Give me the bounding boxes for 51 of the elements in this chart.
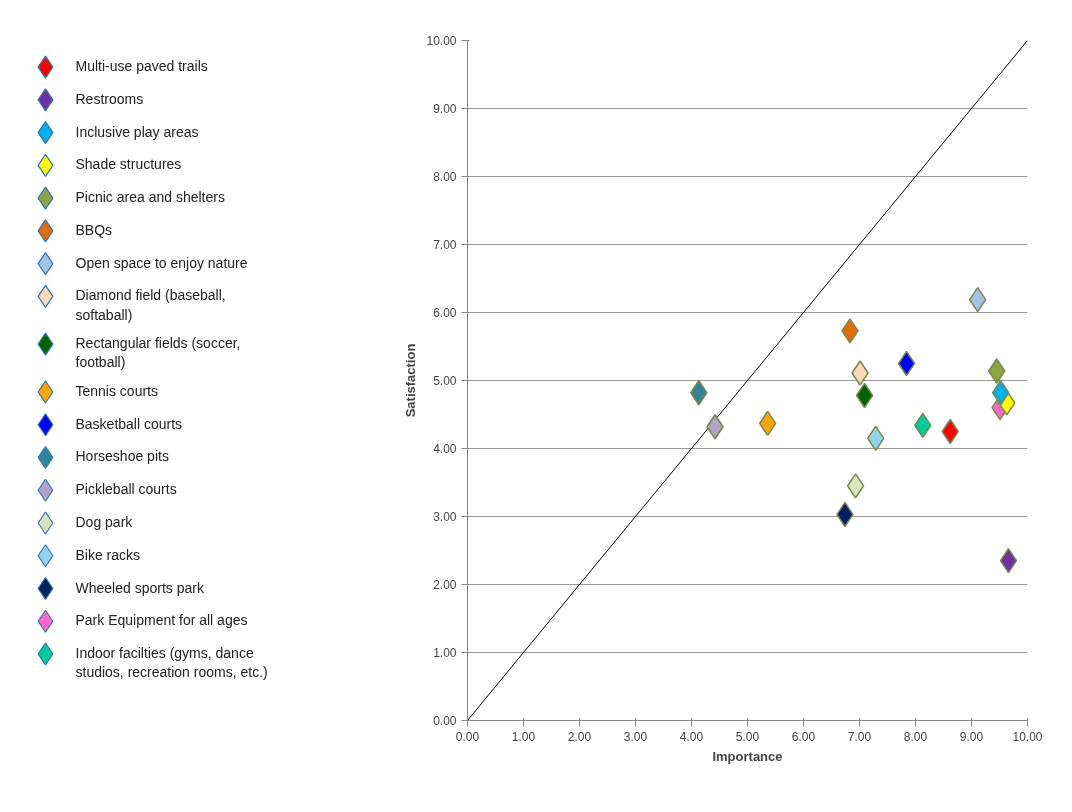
legend-label: Park Equipment for all ages bbox=[75, 612, 248, 629]
legend-label: Shade structures bbox=[75, 156, 182, 173]
x-tick-label: 9.00 bbox=[959, 729, 984, 744]
legend-label: Restrooms bbox=[75, 90, 144, 107]
point bbox=[999, 547, 1018, 574]
x-tick-label: 2.00 bbox=[567, 729, 592, 744]
x-tick-label: 6.00 bbox=[791, 729, 816, 744]
legend-label: Horseshoe pits bbox=[75, 448, 169, 465]
point bbox=[897, 350, 916, 377]
legend-label: BBQs bbox=[75, 221, 113, 238]
point bbox=[758, 410, 777, 437]
point bbox=[991, 379, 1010, 406]
point bbox=[866, 425, 885, 452]
x-tick-label: 10.00 bbox=[1012, 729, 1043, 744]
x-tick-label: 4.00 bbox=[679, 729, 704, 744]
legend-label: Pickleball courts bbox=[75, 481, 177, 498]
legend-label: Inclusive play areas bbox=[75, 123, 199, 140]
legend-label: Rectangular fields (soccer, football) bbox=[75, 335, 241, 371]
legend-label: Dog park bbox=[75, 514, 134, 531]
point bbox=[987, 358, 1006, 384]
y-tick-label: 6.00 bbox=[433, 306, 457, 320]
point bbox=[968, 286, 987, 313]
x-tick-label: 0.00 bbox=[455, 729, 480, 744]
x-axis-title: Importance bbox=[712, 748, 783, 764]
y-tick-label: 9.00 bbox=[433, 102, 457, 116]
legend-label: Wheeled sports park bbox=[75, 579, 205, 596]
y-tick-label: 3.00 bbox=[433, 510, 457, 524]
x-tick-label: 5.00 bbox=[735, 729, 760, 744]
x-tick-label: 8.00 bbox=[903, 729, 928, 744]
legend-label: Multi-use paved trails bbox=[75, 58, 208, 75]
legend-label: Basketball courts bbox=[75, 415, 183, 432]
y-tick-label: 7.00 bbox=[433, 238, 457, 252]
y-tick-label: 5.00 bbox=[433, 374, 457, 388]
legend-label: Diamond field (baseball, softaball) bbox=[75, 287, 226, 323]
y-tick-label: 2.00 bbox=[433, 578, 457, 592]
y-tick-label: 4.00 bbox=[433, 442, 457, 456]
legend-label: Indoor facilties (gyms, dance studios, recreation rooms, etc.) bbox=[75, 645, 268, 681]
x-tick-label: 1.00 bbox=[511, 729, 536, 744]
y-tick-label: 0.00 bbox=[433, 714, 457, 728]
x-tick-label: 7.00 bbox=[847, 729, 872, 744]
y-axis-title: Satisfaction bbox=[403, 343, 419, 418]
x-tick-label: 3.00 bbox=[623, 729, 648, 744]
y-tick-label: 8.00 bbox=[433, 170, 457, 184]
y-tick-label: 10.00 bbox=[426, 34, 457, 48]
point bbox=[855, 382, 874, 409]
point bbox=[846, 473, 865, 499]
legend-label: Picnic area and shelters bbox=[75, 189, 225, 206]
y-tick-label: 1.00 bbox=[433, 646, 457, 660]
legend-label: Open space to enjoy nature bbox=[75, 254, 248, 271]
legend-label: Bike racks bbox=[75, 546, 141, 563]
legend-label: Tennis courts bbox=[75, 382, 158, 399]
